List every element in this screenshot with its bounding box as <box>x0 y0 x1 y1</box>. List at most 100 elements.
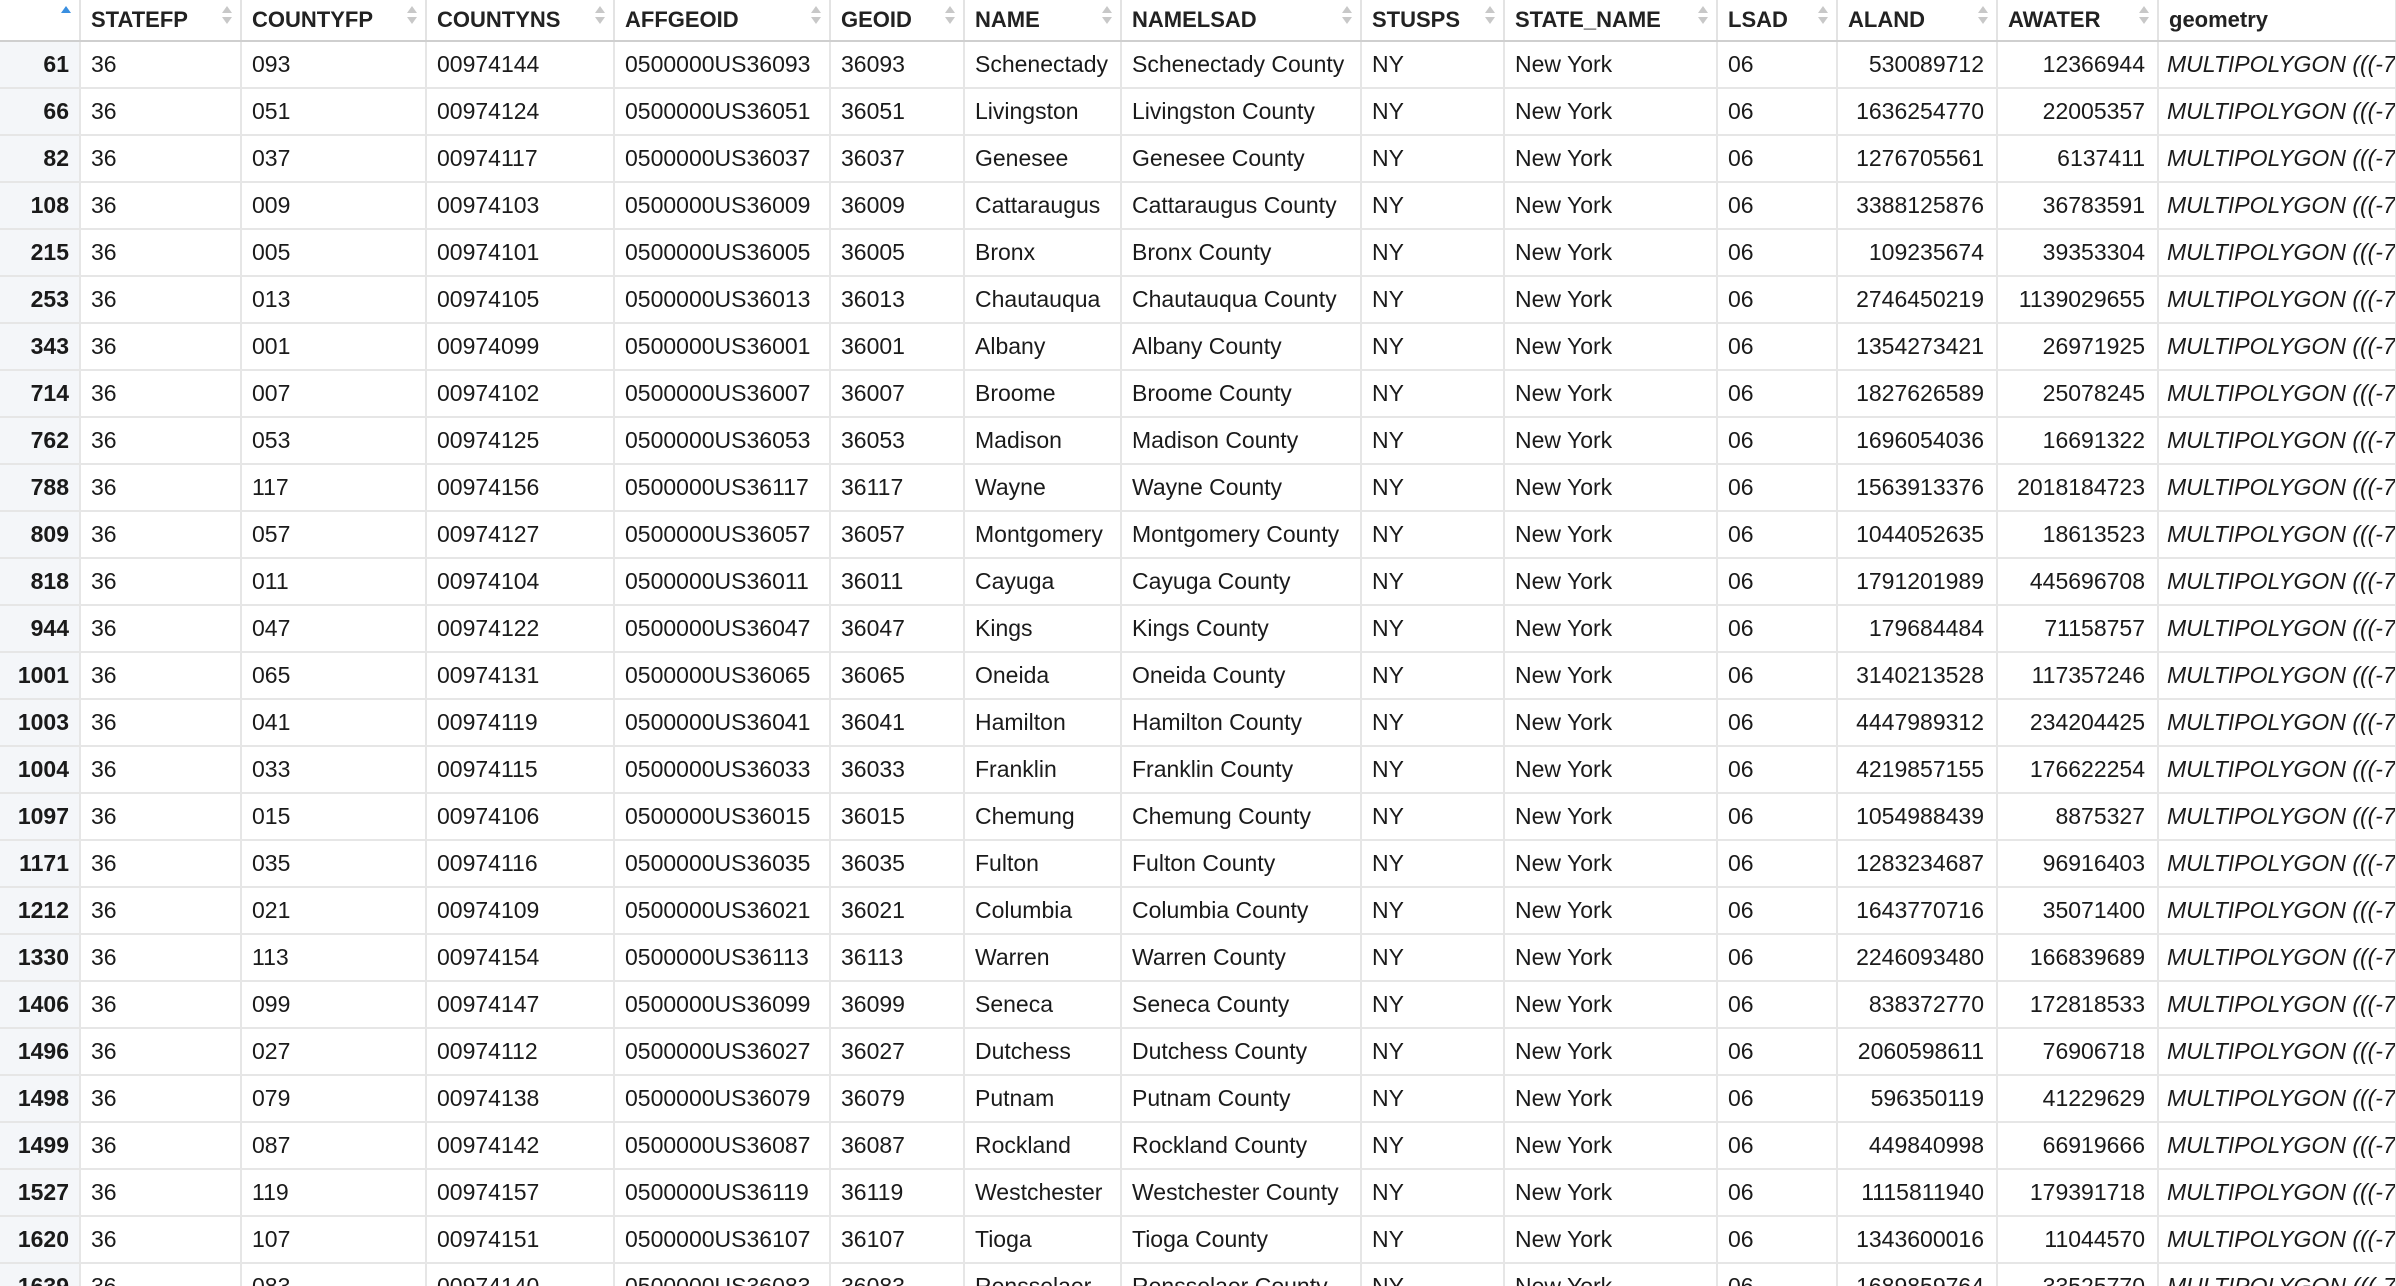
table-row[interactable]: 944 36 047 00974122 0500000US36047 36047 Kings… <box>0 605 2396 653</box>
lsad-cell: 06 <box>1717 88 1838 136</box>
table-row[interactable]: 1620 36 107 00974151 0500000US36107 36107 Tiog… <box>0 1216 2396 1264</box>
stusps-cell: NY <box>1361 135 1505 183</box>
namelsad-cell: Columbia County <box>1121 887 1362 935</box>
countyns-cell: 00974142 <box>426 1122 615 1170</box>
column-header-row-index[interactable] <box>0 0 81 42</box>
countyns-cell: 00974099 <box>426 323 615 371</box>
state-name-cell: New York <box>1504 417 1718 465</box>
sort-icon[interactable] <box>1978 6 1988 28</box>
statefp-cell: 36 <box>80 370 242 418</box>
table-row[interactable]: 1001 36 065 00974131 0500000US36065 36065 Onei… <box>0 652 2396 700</box>
countyfp-cell: 079 <box>241 1075 427 1123</box>
table-row[interactable]: 818 36 011 00974104 0500000US36011 36011 Cayug… <box>0 558 2396 606</box>
table-row[interactable]: 66 36 051 00974124 0500000US36051 36051 Living… <box>0 88 2396 136</box>
table-row[interactable]: 1499 36 087 00974142 0500000US36087 36087 Rock… <box>0 1122 2396 1170</box>
sort-icon[interactable] <box>2139 6 2149 28</box>
countyns-cell: 00974147 <box>426 981 615 1029</box>
table-row[interactable]: 1212 36 021 00974109 0500000US36021 36021 Colu… <box>0 887 2396 935</box>
column-header-awater[interactable]: AWATER <box>1997 0 2159 42</box>
table-row[interactable]: 253 36 013 00974105 0500000US36013 36013 Chaut… <box>0 276 2396 324</box>
column-header-namelsad[interactable]: NAMELSAD <box>1121 0 1362 42</box>
table-row[interactable]: 82 36 037 00974117 0500000US36037 36037 Genese… <box>0 135 2396 183</box>
geometry-cell: MULTIPOLYGON (((-7 <box>2158 605 2396 653</box>
header-row: STATEFP COUNTYFP COUNTYNS AFFGEOID GEOID… <box>0 0 2396 42</box>
table-row[interactable]: 1097 36 015 00974106 0500000US36015 36015 Chem… <box>0 793 2396 841</box>
sort-icon[interactable] <box>1342 6 1352 28</box>
affgeoid-cell: 0500000US36057 <box>614 511 831 559</box>
column-header-name[interactable]: NAME <box>964 0 1122 42</box>
sort-icon[interactable] <box>1102 6 1112 28</box>
table-row[interactable]: 714 36 007 00974102 0500000US36007 36007 Broom… <box>0 370 2396 418</box>
sort-icon[interactable] <box>811 6 821 28</box>
table-row[interactable]: 1004 36 033 00974115 0500000US36033 36033 Fran… <box>0 746 2396 794</box>
affgeoid-cell: 0500000US36053 <box>614 417 831 465</box>
column-header-state-name[interactable]: STATE_NAME <box>1504 0 1718 42</box>
table-row[interactable]: 1498 36 079 00974138 0500000US36079 36079 Putn… <box>0 1075 2396 1123</box>
table-row[interactable]: 1639 36 083 00974140 0500000US36083 36083 Rens… <box>0 1263 2396 1286</box>
table-row[interactable]: 61 36 093 00974144 0500000US36093 36093 Schene… <box>0 41 2396 89</box>
table-row[interactable]: 762 36 053 00974125 0500000US36053 36053 Madis… <box>0 417 2396 465</box>
stusps-cell: NY <box>1361 1263 1505 1286</box>
awater-cell: 117357246 <box>1997 652 2159 700</box>
sort-icon[interactable] <box>945 6 955 28</box>
state-name-cell: New York <box>1504 511 1718 559</box>
awater-cell: 71158757 <box>1997 605 2159 653</box>
table-row[interactable]: 1527 36 119 00974157 0500000US36119 36119 West… <box>0 1169 2396 1217</box>
column-header-countyfp[interactable]: COUNTYFP <box>241 0 427 42</box>
statefp-cell: 36 <box>80 746 242 794</box>
stusps-cell: NY <box>1361 746 1505 794</box>
stusps-cell: NY <box>1361 934 1505 982</box>
sort-icon[interactable] <box>1485 6 1495 28</box>
sort-icon[interactable] <box>595 6 605 28</box>
countyfp-cell: 053 <box>241 417 427 465</box>
column-header-lsad[interactable]: LSAD <box>1717 0 1838 42</box>
column-header-geoid[interactable]: GEOID <box>830 0 965 42</box>
affgeoid-cell: 0500000US36033 <box>614 746 831 794</box>
table-row[interactable]: 343 36 001 00974099 0500000US36001 36001 Alban… <box>0 323 2396 371</box>
table-row[interactable]: 809 36 057 00974127 0500000US36057 36057 Montg… <box>0 511 2396 559</box>
sort-icon[interactable] <box>407 6 417 28</box>
stusps-cell: NY <box>1361 558 1505 606</box>
table-row[interactable]: 1171 36 035 00974116 0500000US36035 36035 Fult… <box>0 840 2396 888</box>
column-header-aland[interactable]: ALAND <box>1837 0 1998 42</box>
aland-cell: 596350119 <box>1837 1075 1998 1123</box>
table-row[interactable]: 215 36 005 00974101 0500000US36005 36005 Bronx… <box>0 229 2396 277</box>
countyns-cell: 00974140 <box>426 1263 615 1286</box>
namelsad-cell: Chautauqua County <box>1121 276 1362 324</box>
column-header-countyns[interactable]: COUNTYNS <box>426 0 615 42</box>
statefp-cell: 36 <box>80 840 242 888</box>
table-row[interactable]: 108 36 009 00974103 0500000US36009 36009 Catta… <box>0 182 2396 230</box>
row-index: 1496 <box>0 1028 81 1076</box>
geoid-cell: 36047 <box>830 605 965 653</box>
table-row[interactable]: 1003 36 041 00974119 0500000US36041 36041 Hami… <box>0 699 2396 747</box>
row-index: 1620 <box>0 1216 81 1264</box>
countyns-cell: 00974106 <box>426 793 615 841</box>
table-row[interactable]: 1496 36 027 00974112 0500000US36027 36027 Dutc… <box>0 1028 2396 1076</box>
state-name-cell: New York <box>1504 981 1718 1029</box>
sort-ascending-icon[interactable] <box>61 6 71 28</box>
lsad-cell: 06 <box>1717 699 1838 747</box>
sort-icon[interactable] <box>1818 6 1828 28</box>
aland-cell: 838372770 <box>1837 981 1998 1029</box>
sort-icon[interactable] <box>1698 6 1708 28</box>
column-header-geometry[interactable]: geometry <box>2158 0 2396 42</box>
statefp-cell: 36 <box>80 135 242 183</box>
table-body: 61 36 093 00974144 0500000US36093 36093 Schene… <box>0 41 2396 1286</box>
awater-cell: 166839689 <box>1997 934 2159 982</box>
statefp-cell: 36 <box>80 1075 242 1123</box>
column-header-stusps[interactable]: STUSPS <box>1361 0 1505 42</box>
column-header-affgeoid[interactable]: AFFGEOID <box>614 0 831 42</box>
table-row[interactable]: 1406 36 099 00974147 0500000US36099 36099 Sene… <box>0 981 2396 1029</box>
state-name-cell: New York <box>1504 88 1718 136</box>
statefp-cell: 36 <box>80 229 242 277</box>
row-index: 1639 <box>0 1263 81 1286</box>
affgeoid-cell: 0500000US36011 <box>614 558 831 606</box>
awater-cell: 8875327 <box>1997 793 2159 841</box>
affgeoid-cell: 0500000US36047 <box>614 605 831 653</box>
countyfp-cell: 011 <box>241 558 427 606</box>
countyfp-cell: 015 <box>241 793 427 841</box>
table-row[interactable]: 788 36 117 00974156 0500000US36117 36117 Wayne… <box>0 464 2396 512</box>
table-row[interactable]: 1330 36 113 00974154 0500000US36113 36113 Warr… <box>0 934 2396 982</box>
column-header-statefp[interactable]: STATEFP <box>80 0 242 42</box>
sort-icon[interactable] <box>222 6 232 28</box>
